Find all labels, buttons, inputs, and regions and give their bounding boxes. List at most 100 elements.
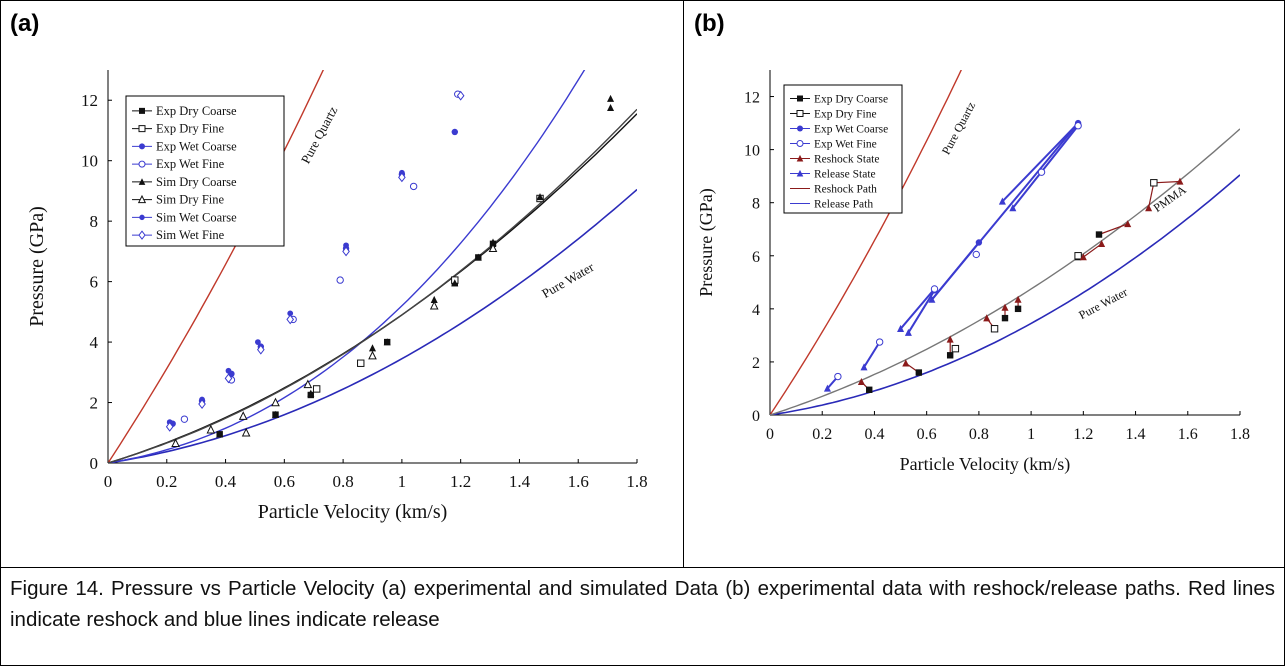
- data-point: [256, 344, 265, 355]
- data-point: [904, 328, 912, 336]
- data-point: [342, 246, 350, 257]
- data-point: [383, 338, 391, 346]
- data-point: [902, 359, 910, 367]
- data-point: [1098, 239, 1106, 248]
- legend-marker: [138, 125, 146, 133]
- path-segment: [1148, 182, 1155, 209]
- x-tick-label: 0.8: [332, 472, 353, 491]
- x-tick-label: 1.6: [1178, 426, 1198, 443]
- data-point: [241, 427, 251, 437]
- legend-marker: [139, 107, 145, 114]
- data-point: [206, 424, 216, 434]
- data-point: [1095, 231, 1103, 238]
- legend-marker: [137, 194, 147, 204]
- y-tick-label: 4: [752, 302, 760, 319]
- data-point: [1001, 303, 1009, 311]
- data-point: [1079, 253, 1087, 261]
- data-point: [866, 386, 873, 393]
- legend-label: Sim Wet Coarse: [156, 210, 237, 224]
- data-point: [1074, 252, 1082, 260]
- data-point: [857, 377, 865, 386]
- data-point: [1014, 295, 1022, 303]
- x-tick-label: 1.6: [568, 472, 589, 491]
- legend-label: Exp Wet Fine: [814, 139, 877, 151]
- data-point: [607, 103, 615, 111]
- pure-quartz-curve: [770, 70, 962, 415]
- chart-b: 0 0.2 0.4 0.6 0.8 1 1.2 1.4 1.6 1.8 0 2 4 6 8 10 12 Parti…: [696, 70, 1250, 475]
- data-point: [823, 384, 831, 392]
- data-point: [951, 344, 960, 353]
- data-point: [1124, 220, 1132, 228]
- y-tick-label: 8: [752, 196, 760, 213]
- pure-quartz-label: Pure Quartz: [298, 104, 341, 166]
- data-point: [357, 359, 365, 367]
- y-tick-label: 0: [752, 408, 760, 425]
- x-axis-label: Particle Velocity (km/s): [900, 454, 1071, 475]
- data-point: [287, 310, 294, 317]
- pure-water-label: Pure Water: [1076, 285, 1129, 322]
- x-tick-label: 1.2: [1073, 426, 1093, 443]
- legend-marker: [797, 125, 803, 132]
- data-point: [488, 243, 498, 253]
- path-segment: [863, 341, 881, 368]
- data-point: [198, 399, 206, 410]
- legend-label: Sim Dry Coarse: [156, 175, 237, 189]
- dry-fit-curve-2: [108, 108, 637, 463]
- legend-marker: [138, 178, 146, 185]
- data-point: [429, 300, 439, 310]
- data-point: [946, 335, 954, 343]
- data-point: [536, 193, 544, 201]
- legend-marker: [139, 214, 145, 221]
- data-point: [180, 415, 189, 423]
- legend-marker: [796, 140, 804, 147]
- y-tick-label: 8: [90, 212, 99, 231]
- y-tick-label: 6: [752, 249, 760, 266]
- x-tick-label: 0.6: [917, 426, 937, 443]
- data-point: [990, 325, 999, 333]
- data-point: [983, 314, 991, 322]
- x-tick-label: 0.4: [215, 472, 237, 491]
- legend-label: Exp Dry Coarse: [156, 104, 237, 118]
- path-segment: [1098, 223, 1128, 236]
- pure-water-curve: [770, 174, 1240, 415]
- pure-water-curve: [108, 188, 637, 463]
- caption-divider: [0, 567, 1285, 568]
- legend-label: Exp Dry Fine: [814, 109, 877, 121]
- data-point: [368, 344, 377, 352]
- data-point: [171, 438, 180, 448]
- figure-caption: Figure 14. Pressure vs Particle Velocity…: [10, 577, 1275, 631]
- data-point: [307, 389, 315, 397]
- x-tick-label: 0.2: [812, 426, 832, 443]
- data-point: [225, 367, 232, 374]
- data-point: [430, 295, 438, 303]
- x-tick-label: 0: [104, 472, 113, 491]
- path-segment: [907, 289, 936, 334]
- data-point: [224, 373, 233, 384]
- chart-a: 0 0.2 0.4 0.6 0.8 1 1.2 1.4 1.6 1.8 0 2 4 6 8 10 12 Parti…: [26, 70, 648, 523]
- data-point: [834, 372, 842, 381]
- data-point: [1176, 177, 1184, 185]
- data-point: [451, 129, 458, 135]
- data-point: [343, 242, 349, 249]
- path-segment: [1012, 125, 1079, 209]
- pmma-label: PMMA: [1151, 182, 1189, 215]
- pure-quartz-label: Pure Quartz: [939, 99, 978, 156]
- panel-b-label: (b): [694, 10, 725, 37]
- x-tick-label: 0.4: [864, 426, 884, 443]
- y-axis-label: Pressure (GPa): [26, 206, 48, 327]
- x-tick-label: 1: [1027, 426, 1035, 443]
- data-point: [303, 379, 313, 389]
- legend-label: Exp Dry Coarse: [814, 94, 888, 106]
- legend-label: Exp Wet Fine: [156, 157, 225, 171]
- x-tick-label: 1.8: [1230, 426, 1250, 443]
- wet-fit-curve: [108, 70, 586, 463]
- x-tick-label: 1.4: [509, 472, 531, 491]
- data-point: [975, 239, 983, 246]
- y-tick-label: 10: [81, 152, 98, 171]
- legend-label: Exp Wet Coarse: [814, 124, 888, 136]
- panel-a-label: (a): [10, 10, 40, 37]
- legend-label: Release Path: [814, 199, 873, 211]
- data-point: [312, 385, 321, 393]
- y-tick-label: 2: [90, 394, 99, 413]
- y-tick-label: 0: [90, 454, 99, 473]
